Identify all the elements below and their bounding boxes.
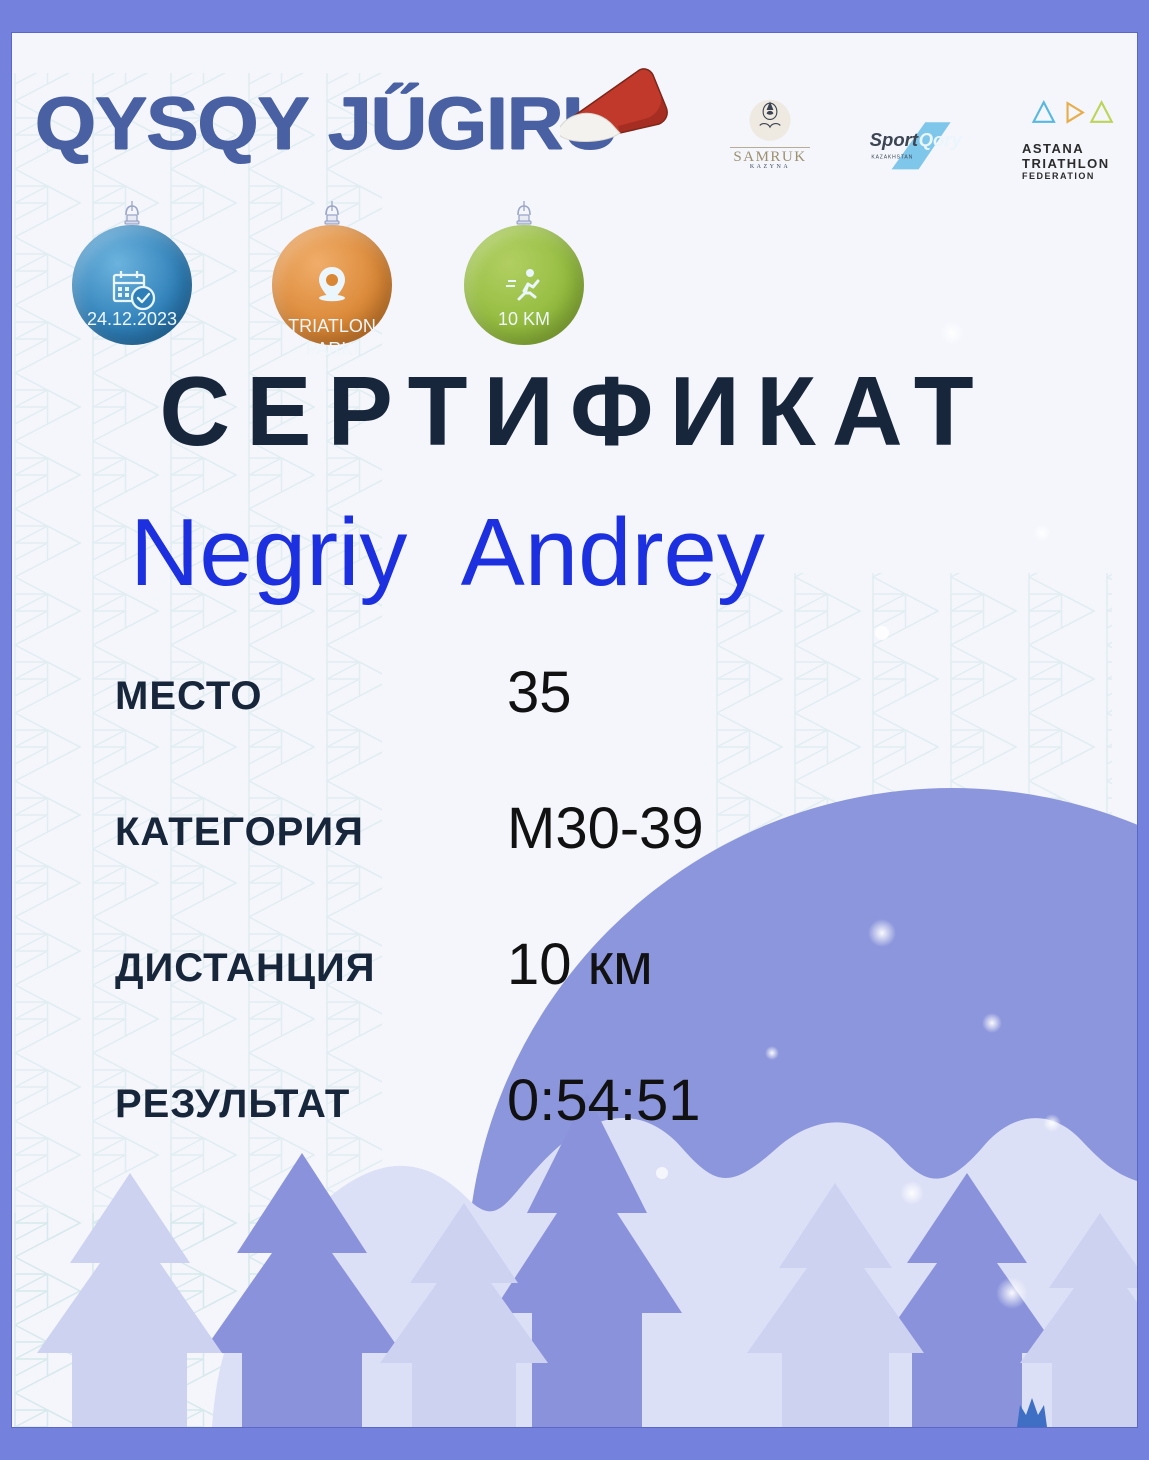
svg-text:Qory: Qory [919, 129, 964, 150]
svg-text:Sport: Sport [870, 129, 919, 150]
svg-text:KAZAKHSTAN: KAZAKHSTAN [871, 154, 913, 160]
